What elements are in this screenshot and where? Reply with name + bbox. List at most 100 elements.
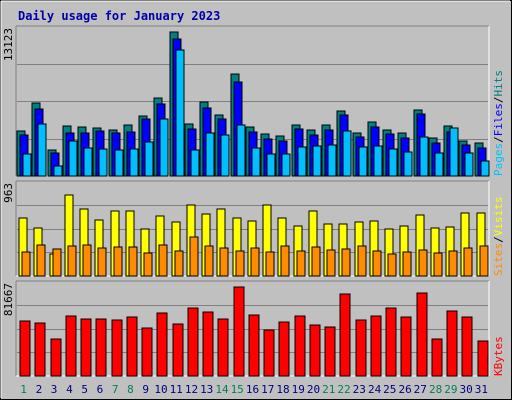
bar-pages bbox=[281, 153, 291, 177]
x-tick-label: 18 bbox=[276, 383, 289, 396]
x-tick-label: 24 bbox=[368, 383, 382, 396]
legend-entry: / bbox=[492, 136, 505, 143]
bar-kbytes bbox=[233, 286, 245, 377]
bar-kbytes bbox=[187, 307, 199, 377]
x-tick-label: 19 bbox=[292, 383, 305, 396]
x-tick-label: 11 bbox=[170, 383, 183, 396]
legend-entry: Pages bbox=[492, 143, 505, 176]
bar-sites bbox=[21, 251, 31, 277]
x-tick-label: 21 bbox=[322, 383, 335, 396]
y-max-label: 963 bbox=[2, 183, 15, 203]
x-tick-label: 5 bbox=[81, 383, 88, 396]
bar-kbytes bbox=[324, 326, 336, 377]
bar-sites bbox=[341, 248, 351, 277]
bar-kbytes bbox=[278, 321, 290, 377]
bar-kbytes bbox=[217, 318, 229, 377]
x-tick-label: 4 bbox=[66, 383, 73, 396]
bar-sites bbox=[219, 247, 229, 277]
bar-pages bbox=[53, 165, 63, 177]
x-tick-label: 30 bbox=[459, 383, 472, 396]
bar-kbytes bbox=[248, 314, 260, 377]
legend-entry: Files bbox=[492, 103, 505, 136]
bar-kbytes bbox=[80, 318, 92, 377]
bar-sites bbox=[357, 245, 367, 277]
bar-sites bbox=[158, 244, 168, 277]
y-max-label: 81667 bbox=[2, 283, 15, 316]
legend-entry: Visits bbox=[492, 197, 505, 237]
x-tick-label: 3 bbox=[51, 383, 58, 396]
bar-kbytes bbox=[202, 311, 214, 377]
bar-sites bbox=[280, 245, 290, 277]
bar-pages bbox=[22, 153, 32, 177]
bar-kbytes bbox=[50, 338, 62, 377]
bar-pages bbox=[114, 149, 124, 177]
bar-sites bbox=[311, 246, 321, 277]
x-tick-label: 6 bbox=[97, 383, 104, 396]
bar-kbytes bbox=[431, 338, 443, 377]
x-tick-label: 16 bbox=[246, 383, 259, 396]
bar-pages bbox=[98, 148, 108, 177]
bar-sites bbox=[235, 250, 245, 277]
bar-sites bbox=[250, 247, 260, 277]
x-tick-label: 22 bbox=[337, 383, 350, 396]
bar-sites bbox=[143, 252, 153, 277]
bar-sites bbox=[128, 246, 138, 277]
x-tick-label: 23 bbox=[353, 383, 366, 396]
bar-pages bbox=[83, 147, 93, 177]
bar-sites bbox=[433, 252, 443, 277]
bar-sites bbox=[36, 244, 46, 277]
x-tick-label: 26 bbox=[398, 383, 411, 396]
bar-sites bbox=[174, 250, 184, 277]
bar-kbytes bbox=[477, 340, 489, 377]
bar-kbytes bbox=[263, 329, 275, 377]
bar-sites bbox=[82, 244, 92, 277]
x-tick-label: 25 bbox=[383, 383, 396, 396]
bar-pages bbox=[403, 151, 413, 177]
x-tick-label: 17 bbox=[261, 383, 274, 396]
bar-pages bbox=[251, 147, 261, 177]
bar-pages bbox=[266, 153, 276, 177]
bar-pages bbox=[68, 140, 78, 177]
bar-pages bbox=[205, 132, 215, 177]
bar-pages bbox=[159, 118, 169, 177]
x-tick-label: 13 bbox=[200, 383, 213, 396]
x-tick-label: 27 bbox=[414, 383, 427, 396]
bar-kbytes bbox=[461, 316, 473, 377]
bar-kbytes bbox=[294, 315, 306, 377]
bar-pages bbox=[190, 149, 200, 177]
bar-pages bbox=[144, 141, 154, 177]
legend-entry: Sites bbox=[492, 243, 505, 276]
legend-entry: / bbox=[492, 97, 505, 104]
legend-label: Sites/Visits bbox=[492, 197, 505, 277]
bar-kbytes bbox=[446, 310, 458, 377]
bar-kbytes bbox=[355, 319, 367, 377]
bar-sites bbox=[265, 251, 275, 277]
bar-sites bbox=[113, 246, 123, 277]
bar-sites bbox=[387, 253, 397, 277]
bar-sites bbox=[67, 245, 77, 277]
bar-pages bbox=[388, 148, 398, 177]
legend-label: KBytes bbox=[492, 336, 505, 376]
x-tick-label: 20 bbox=[307, 383, 320, 396]
x-tick-label: 12 bbox=[185, 383, 198, 396]
bar-kbytes bbox=[172, 323, 184, 377]
bar-pages bbox=[236, 124, 246, 177]
bar-sites bbox=[97, 247, 107, 277]
x-tick-label: 8 bbox=[127, 383, 134, 396]
bar-pages bbox=[175, 49, 185, 177]
bar-sites bbox=[189, 236, 199, 277]
legend-entry: / bbox=[492, 236, 505, 243]
bar-pages bbox=[297, 146, 307, 177]
bar-sites bbox=[296, 250, 306, 277]
bar-kbytes bbox=[65, 315, 77, 377]
bar-sites bbox=[448, 250, 458, 277]
bar-kbytes bbox=[19, 320, 31, 377]
x-tick-label: 31 bbox=[475, 383, 488, 396]
bar-sites bbox=[372, 250, 382, 277]
bar-pages bbox=[419, 136, 429, 177]
bar-kbytes bbox=[370, 315, 382, 377]
bar-sites bbox=[204, 245, 214, 277]
bar-sites bbox=[463, 247, 473, 277]
bar-sites bbox=[479, 245, 489, 277]
bar-pages bbox=[358, 146, 368, 177]
